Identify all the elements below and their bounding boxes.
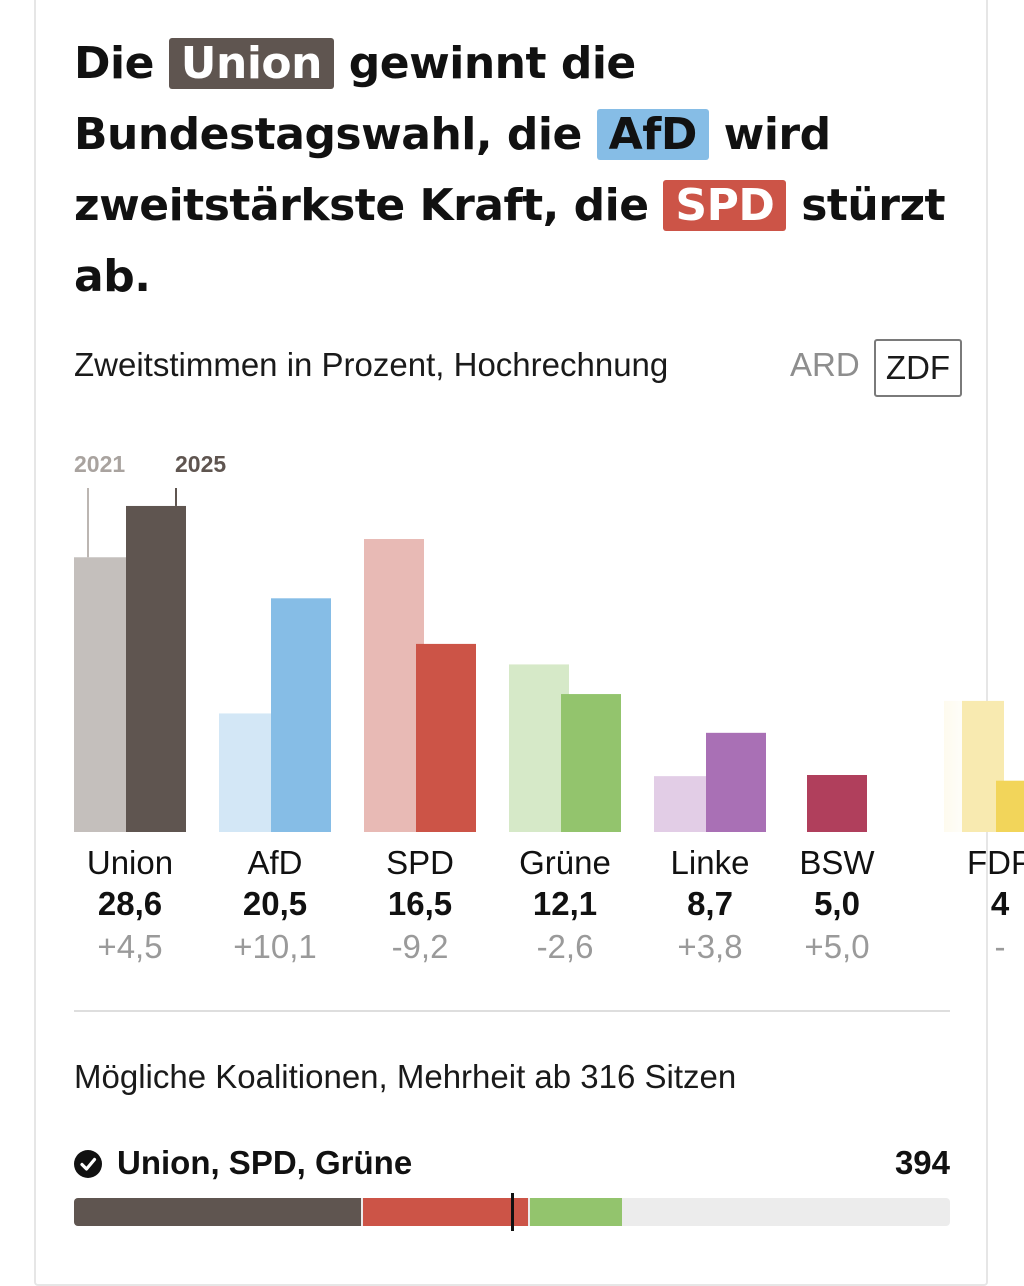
- diff-label-union: +4,5: [97, 928, 162, 965]
- headline-union-highlight: Union: [168, 38, 334, 89]
- value-label-afd: 20,5: [243, 885, 307, 922]
- chart-subtitle: Zweitstimmen in Prozent, Hochrechnung: [74, 346, 669, 383]
- diff-label-fdp: -: [995, 928, 1006, 965]
- source-ard-button[interactable]: ARD: [790, 346, 860, 383]
- bar-2025-afd: [271, 598, 331, 832]
- coalition-seats: 394: [894, 1144, 950, 1181]
- bar-2021-spd: [364, 539, 424, 832]
- headline-part-4: stürzt ab.: [74, 180, 946, 302]
- value-label-union: 28,6: [98, 885, 162, 922]
- bar-2021-linke: [654, 776, 714, 832]
- bar-2025-bsw: [807, 775, 867, 832]
- coalition-segment-spd: [363, 1198, 528, 1226]
- bar-2021-fdp: [944, 700, 1004, 832]
- diff-label-spd: -9,2: [392, 928, 449, 965]
- bar-2021-afd: [219, 713, 279, 832]
- bar-2025-linke: [706, 732, 766, 832]
- bar-2025-grüne: [561, 694, 621, 832]
- diff-label-afd: +10,1: [233, 928, 317, 965]
- bar-2021-grüne: [509, 664, 569, 832]
- bar-2021-union: [74, 557, 134, 832]
- party-label-fdp: FDP: [967, 844, 1024, 881]
- bar-chart-svg: Union 28,6 +4,5 2021 2025 AfD 20,5 +10,1 SPD 16,5…: [74, 451, 1024, 965]
- bar-chart: Union 28,6 +4,5 2021 2025 AfD 20,5 +10,1 SPD 16,5…: [0, 440, 1024, 980]
- coalition-segment-union: [74, 1198, 361, 1226]
- headline-spd-highlight: SPD: [663, 180, 787, 231]
- headline-part-2: gewinnt die Bundestagswahl, die: [74, 38, 636, 160]
- diff-label-bsw: +5,0: [804, 928, 869, 965]
- divider: [74, 1010, 950, 1012]
- card: [34, 0, 988, 1286]
- legend-2021: 2021: [74, 451, 125, 477]
- majority-marker: [511, 1193, 514, 1231]
- value-label-linke: 8,7: [687, 885, 733, 922]
- bar-2025-union: [126, 505, 186, 832]
- legend-2025: 2025: [175, 451, 226, 477]
- party-label-union: Union: [87, 844, 173, 881]
- diff-label-linke: +3,8: [677, 928, 742, 965]
- party-label-afd: AfD: [247, 844, 302, 881]
- coalition-row[interactable]: Union, SPD, Grüne 394: [74, 1142, 950, 1188]
- party-label-bsw: BSW: [799, 844, 875, 881]
- bar-2025-fdp: [996, 780, 1024, 832]
- party-label-grüne: Grüne: [519, 844, 611, 881]
- value-label-grüne: 12,1: [533, 885, 597, 922]
- bar-2025-spd: [416, 643, 476, 832]
- coalition-segment-grüne: [530, 1198, 622, 1226]
- headline: Die Union gewinnt die Bundestagswahl, di…: [74, 28, 954, 312]
- headline-afd-highlight: AfD: [596, 109, 709, 160]
- coalitions-title: Mögliche Koalitionen, Mehrheit ab 316 Si…: [74, 1058, 737, 1095]
- coalition-name: Union, SPD, Grüne: [117, 1144, 413, 1181]
- party-label-spd: SPD: [386, 844, 454, 881]
- value-label-fdp: 4: [991, 885, 1010, 922]
- headline-part-1: Die: [74, 38, 169, 89]
- party-label-linke: Linke: [671, 844, 750, 881]
- value-label-spd: 16,5: [388, 885, 452, 922]
- check-circle-icon: [74, 1150, 102, 1178]
- value-label-bsw: 5,0: [814, 885, 860, 922]
- diff-label-grüne: -2,6: [537, 928, 594, 965]
- headline-part-3: wird zweitstärkste Kraft, die: [74, 109, 831, 231]
- source-zdf-button[interactable]: ZDF: [874, 339, 962, 397]
